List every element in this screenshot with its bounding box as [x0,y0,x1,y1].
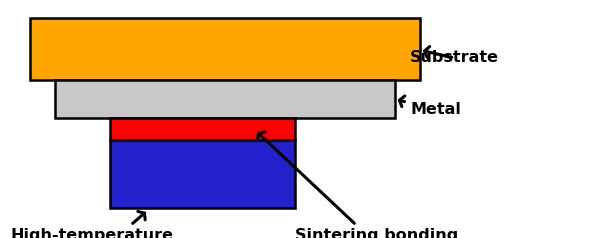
Text: Substrate: Substrate [410,46,499,65]
Bar [55,80,395,118]
Bar [110,118,295,140]
Text: Sintering bonding
material: Sintering bonding material [257,132,458,238]
Text: High-temperature
semiconductor device: High-temperature semiconductor device [10,212,208,238]
Text: Metal: Metal [400,96,461,118]
Bar [30,18,420,80]
Bar [110,140,295,208]
